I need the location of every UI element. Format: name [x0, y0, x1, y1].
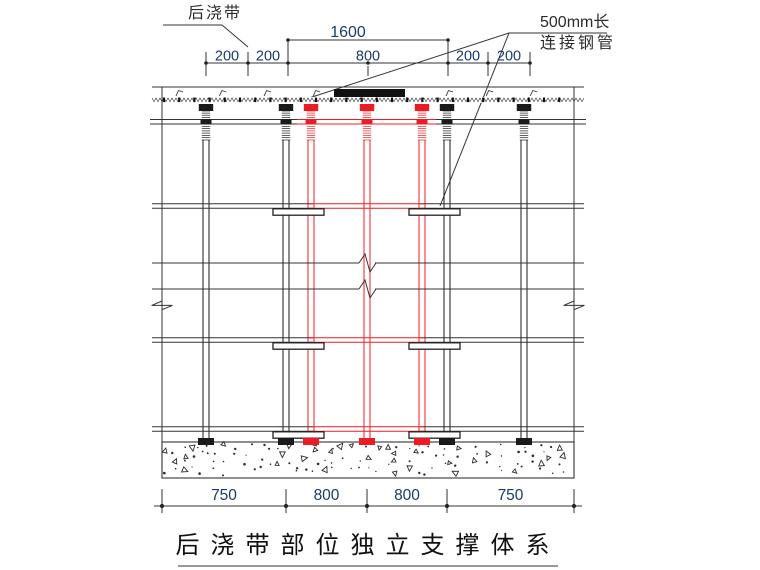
svg-text:200: 200	[497, 49, 521, 65]
svg-text:200: 200	[256, 49, 280, 65]
svg-text:500mm长: 500mm长	[540, 13, 609, 31]
svg-text:750: 750	[498, 487, 524, 504]
svg-text:800: 800	[394, 487, 420, 504]
svg-text:连接钢管: 连接钢管	[540, 34, 616, 52]
svg-text:800: 800	[356, 49, 380, 65]
svg-text:200: 200	[215, 49, 239, 65]
svg-text:800: 800	[314, 487, 340, 504]
svg-text:200: 200	[456, 49, 480, 65]
svg-text:后浇带: 后浇带	[188, 4, 242, 22]
svg-text:后浇带部位独立支撑体系: 后浇带部位独立支撑体系	[176, 532, 561, 559]
svg-text:750: 750	[211, 487, 237, 504]
svg-text:1600: 1600	[330, 24, 366, 41]
